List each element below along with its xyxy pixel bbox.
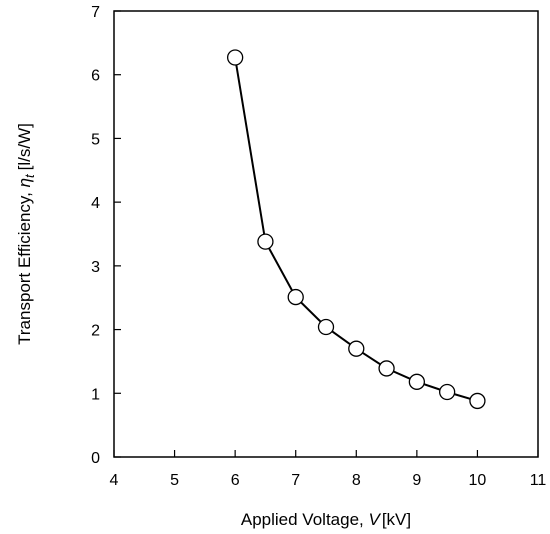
x-tick-label: 6	[231, 472, 240, 489]
x-tick-label: 4	[110, 472, 119, 489]
data-point	[287, 288, 304, 306]
x-tick-label: 7	[291, 472, 300, 489]
x-axis-title-prefix: Applied Voltage,	[241, 510, 369, 529]
x-tick-label: 5	[170, 472, 179, 489]
data-points	[226, 49, 486, 410]
x-tick-label: 11	[530, 472, 547, 489]
y-tick-label: 6	[91, 68, 100, 85]
data-point	[469, 392, 486, 410]
y-axis-title-unit: [l/s/W]	[15, 123, 34, 170]
y-axis-ticks: 0 1 2 3 4 5 6 7	[91, 4, 121, 467]
y-tick-label: 3	[91, 259, 100, 276]
x-tick-label: 8	[352, 472, 361, 489]
y-axis-title-symbol: η	[15, 178, 34, 187]
y-tick-label: 7	[91, 4, 100, 21]
data-point	[438, 383, 456, 401]
y-tick-label: 0	[91, 450, 100, 467]
x-tick-label: 9	[412, 472, 421, 489]
x-axis-ticks: 4 5 6 7 8 9 10 11	[110, 450, 547, 489]
data-point	[317, 318, 335, 336]
y-axis-title: Transport Efficiency, ηt [l/s/W]	[15, 123, 37, 345]
data-point	[348, 340, 365, 357]
y-tick-label: 5	[91, 131, 100, 148]
x-axis-title: Applied Voltage, V [kV]	[241, 510, 411, 529]
plot-area-frame	[113, 10, 539, 458]
y-tick-label: 4	[91, 195, 100, 212]
x-axis-title-symbol: V	[368, 510, 381, 529]
y-tick-label: 1	[91, 386, 100, 403]
y-axis-title-prefix: Transport Efficiency,	[15, 187, 34, 344]
data-point	[257, 233, 274, 250]
x-tick-label: 10	[469, 472, 487, 489]
y-axis-title-subscript: t	[22, 173, 37, 178]
y-tick-label: 2	[91, 323, 100, 340]
x-axis-title-unit: [kV]	[382, 510, 411, 529]
data-point	[226, 49, 244, 66]
data-point	[408, 373, 426, 390]
data-point	[378, 360, 395, 377]
